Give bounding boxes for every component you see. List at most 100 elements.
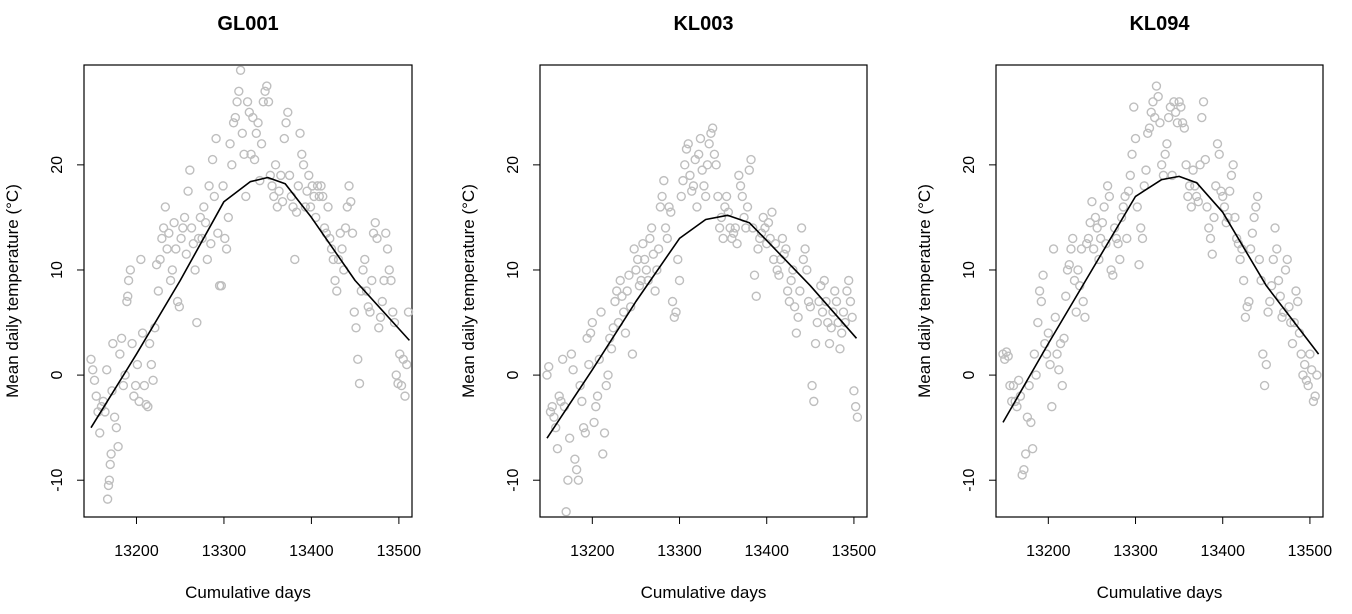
x-tick-label: 13300 — [1113, 543, 1158, 560]
x-tick-label: 13400 — [289, 543, 334, 560]
data-point — [599, 428, 610, 438]
data-point — [577, 396, 587, 407]
data-point — [1310, 391, 1320, 401]
data-point — [1177, 118, 1188, 128]
data-point — [1137, 233, 1148, 244]
data-point — [1130, 133, 1141, 144]
data-point — [1275, 291, 1285, 301]
data-point — [372, 233, 382, 244]
data-point — [732, 238, 742, 249]
data-point — [377, 296, 387, 307]
data-point — [1301, 375, 1312, 386]
data-point — [232, 97, 242, 107]
data-point — [279, 133, 289, 144]
chart-panel-1: GL001 13200 13300 13400 13500 -10 0 10 20 Cumulat… — [3, 13, 421, 602]
x-tick-label: 13400 — [744, 543, 789, 560]
data-point — [105, 459, 115, 470]
x-axis-label: Cumulative days — [185, 583, 311, 602]
data-point — [158, 223, 169, 233]
data-point — [1291, 286, 1301, 296]
data-point — [1010, 396, 1020, 407]
data-point — [634, 281, 645, 291]
data-point — [1115, 254, 1125, 265]
data-point — [300, 202, 310, 212]
x-tick-label: 13400 — [1200, 543, 1245, 560]
data-point — [349, 307, 359, 317]
data-point — [824, 338, 835, 349]
data-point — [1108, 270, 1118, 280]
data-point — [277, 196, 288, 207]
data-point — [673, 254, 683, 265]
chart-panel-3: KL094 13200 13300 13400 13500 -10 0 10 20 Cumulat… — [915, 13, 1332, 602]
data-point — [617, 291, 627, 301]
data-point — [1003, 351, 1013, 361]
data-point — [568, 365, 578, 375]
data-point — [800, 244, 810, 254]
data-point — [237, 128, 248, 139]
data-point — [678, 175, 688, 186]
data-point — [1195, 160, 1205, 170]
data-point — [403, 307, 414, 317]
data-point — [1265, 296, 1275, 307]
data-point — [706, 128, 716, 139]
y-tick-label: 0 — [505, 371, 522, 380]
data-point — [770, 238, 781, 249]
plot-frame — [995, 64, 1324, 518]
data-point — [1071, 307, 1081, 317]
data-point — [601, 380, 611, 391]
data-point — [809, 396, 819, 407]
y-tick-label: 10 — [961, 261, 978, 279]
data-point — [108, 338, 118, 349]
data-point — [382, 244, 393, 254]
data-point — [235, 65, 246, 75]
data-point — [608, 323, 618, 333]
data-point — [585, 328, 596, 338]
data-point — [132, 359, 143, 370]
data-point — [365, 307, 375, 317]
data-point — [768, 254, 779, 265]
data-point — [353, 354, 363, 365]
data-point — [666, 207, 676, 217]
data-point — [1064, 260, 1074, 270]
data-point — [309, 191, 319, 202]
data-point — [737, 191, 748, 202]
data-point — [1191, 191, 1202, 202]
data-point — [1122, 233, 1132, 244]
data-point — [1155, 118, 1165, 128]
data-point — [742, 202, 753, 212]
data-point — [615, 275, 625, 286]
data-point — [721, 191, 732, 202]
data-point — [653, 244, 664, 254]
data-point — [172, 296, 183, 307]
y-tick-label: 0 — [49, 371, 66, 380]
data-point — [337, 244, 347, 254]
data-point — [346, 196, 356, 207]
data-point — [123, 291, 133, 301]
data-point — [711, 160, 721, 170]
data-point — [657, 191, 667, 202]
data-point — [239, 149, 249, 160]
data-point — [1230, 212, 1240, 223]
data-point — [544, 361, 554, 372]
data-point — [1008, 380, 1019, 391]
data-point — [1200, 154, 1210, 165]
data-point — [155, 254, 165, 265]
data-point — [1162, 139, 1172, 149]
data-point — [687, 186, 697, 196]
data-point — [319, 223, 330, 233]
x-tick-label: 13200 — [570, 543, 615, 560]
data-point — [1289, 317, 1299, 328]
data-point — [777, 233, 788, 244]
data-point — [838, 307, 849, 317]
data-point — [347, 228, 358, 238]
data-point — [1207, 249, 1217, 259]
data-point — [130, 380, 141, 391]
y-tick-label: -10 — [505, 469, 522, 492]
data-point — [1005, 380, 1015, 391]
data-point — [542, 370, 552, 380]
data-point — [676, 191, 686, 202]
data-point — [267, 181, 277, 191]
data-point — [1268, 254, 1278, 265]
data-point — [256, 139, 267, 149]
